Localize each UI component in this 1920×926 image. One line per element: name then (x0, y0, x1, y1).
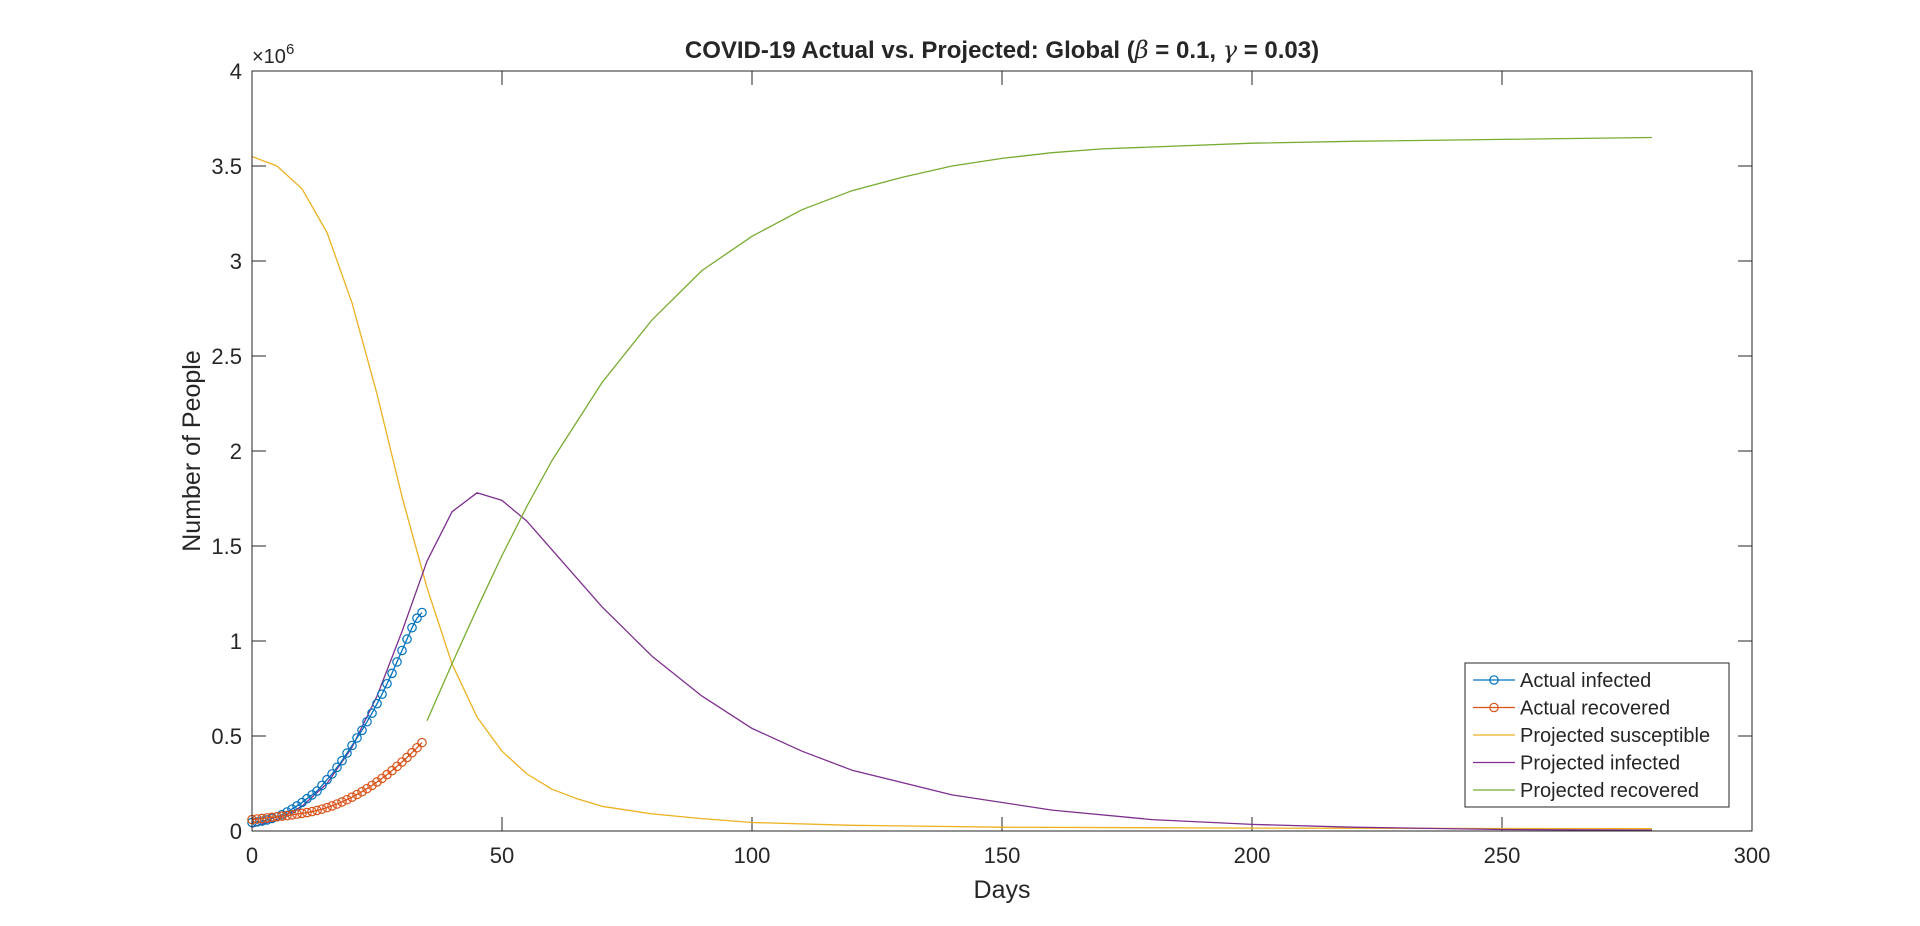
plot-frame (251, 70, 1753, 832)
chart-title: COVID-19 Actual vs. Projected: Global (β… (685, 36, 1319, 64)
data-point-actual-infected (392, 657, 402, 667)
x-tick-label: 50 (490, 843, 514, 868)
data-point-actual-recovered (317, 804, 327, 814)
data-point-actual-recovered (402, 752, 412, 763)
y-tick-label: 1.5 (211, 534, 242, 559)
data-point-actual-infected (377, 689, 387, 699)
data-point-actual-recovered (337, 797, 347, 807)
data-point-actual-recovered (362, 783, 372, 794)
data-point-actual-infected (287, 804, 297, 814)
series-line-projected-recovered (426, 136, 1653, 722)
x-tick-label: 150 (984, 843, 1021, 868)
data-point-actual-infected (257, 816, 267, 826)
y-axis-title: Number of People (178, 350, 206, 552)
data-point-actual-infected (407, 622, 417, 633)
data-point-actual-recovered (327, 801, 337, 811)
y-tick-label: 0.5 (211, 724, 242, 749)
data-point-actual-infected (372, 698, 382, 709)
data-point-actual-recovered (257, 813, 267, 824)
series-line-projected-susceptible (251, 155, 1653, 830)
x-axis-title: Days (974, 876, 1031, 904)
x-tick-label: 0 (246, 843, 258, 868)
data-point-actual-recovered (287, 810, 297, 820)
data-point-actual-recovered (322, 802, 332, 813)
data-point-actual-recovered (262, 813, 272, 823)
data-point-actual-infected (252, 817, 262, 827)
data-point-actual-infected (397, 645, 407, 656)
legend-label: Actual infected (1520, 670, 1651, 692)
axis-ticks: 0 50 100 150 200 250 300 0 0.5 1 1.5 2 2.5 3 3.5 4 (211, 59, 1770, 868)
y-tick-label: 3.5 (211, 154, 242, 179)
y-tick-label: 2 (230, 439, 242, 464)
data-point-actual-recovered (352, 789, 362, 800)
x-tick-label: 100 (734, 843, 771, 868)
data-point-actual-recovered (307, 806, 317, 817)
data-point-actual-recovered (272, 811, 282, 822)
data-point-actual-infected (332, 762, 342, 773)
y-tick-label: 1 (230, 629, 242, 654)
data-point-actual-infected (412, 613, 422, 623)
data-point-actual-infected (382, 678, 392, 689)
data-point-actual-recovered (282, 810, 292, 821)
legend-marker (1489, 702, 1499, 713)
data-point-actual-recovered (252, 814, 262, 824)
y-tick-label: 2.5 (211, 344, 242, 369)
data-point-actual-recovered (292, 809, 302, 819)
data-point-actual-infected (312, 786, 322, 796)
data-point-actual-infected (347, 740, 357, 751)
gamma-symbol: γ (1223, 36, 1238, 64)
data-point-actual-infected (327, 769, 337, 779)
x-tick-label: 200 (1234, 843, 1271, 868)
data-point-actual-infected (317, 780, 327, 791)
data-point-actual-infected (367, 708, 377, 718)
data-point-actual-recovered (357, 786, 367, 797)
y-tick-label: 3 (230, 249, 242, 274)
data-point-actual-recovered (347, 792, 357, 802)
data-point-actual-infected (322, 774, 332, 785)
data-point-actual-recovered (277, 811, 287, 821)
data-point-actual-recovered (367, 780, 377, 791)
series-layer (247, 136, 1653, 831)
x-tick-label: 250 (1484, 843, 1521, 868)
legend-label: Projected susceptible (1520, 725, 1710, 747)
data-point-actual-recovered (302, 807, 312, 818)
series-line-projected-infected (251, 492, 1653, 831)
legend-label: Projected recovered (1520, 780, 1699, 802)
y-tick-label: 0 (230, 819, 242, 844)
data-point-actual-recovered (312, 805, 322, 816)
data-point-actual-recovered (412, 742, 422, 753)
data-point-actual-recovered (417, 737, 427, 748)
legend: Actual infected Actual recovered Projected… (1464, 662, 1730, 808)
beta-symbol: β (1134, 36, 1149, 64)
data-point-actual-infected (337, 755, 347, 766)
y-tick-label: 4 (230, 59, 242, 84)
data-point-actual-recovered (342, 794, 352, 805)
data-point-actual-recovered (407, 747, 417, 758)
data-point-actual-infected (387, 668, 397, 679)
data-point-actual-recovered (332, 799, 342, 809)
legend-marker (1489, 675, 1499, 685)
data-point-actual-infected (402, 634, 412, 644)
data-point-actual-recovered (297, 808, 307, 819)
x-tick-label: 300 (1734, 843, 1771, 868)
data-point-actual-infected (342, 748, 352, 758)
legend-label: Projected infected (1520, 753, 1680, 775)
legend-label: Actual recovered (1520, 698, 1670, 720)
data-point-actual-recovered (267, 812, 277, 823)
data-point-actual-infected (357, 725, 367, 736)
data-point-actual-infected (417, 607, 427, 618)
data-point-actual-infected (362, 716, 372, 727)
data-point-actual-infected (352, 733, 362, 743)
y-exponent-label: ×106 (252, 41, 294, 68)
